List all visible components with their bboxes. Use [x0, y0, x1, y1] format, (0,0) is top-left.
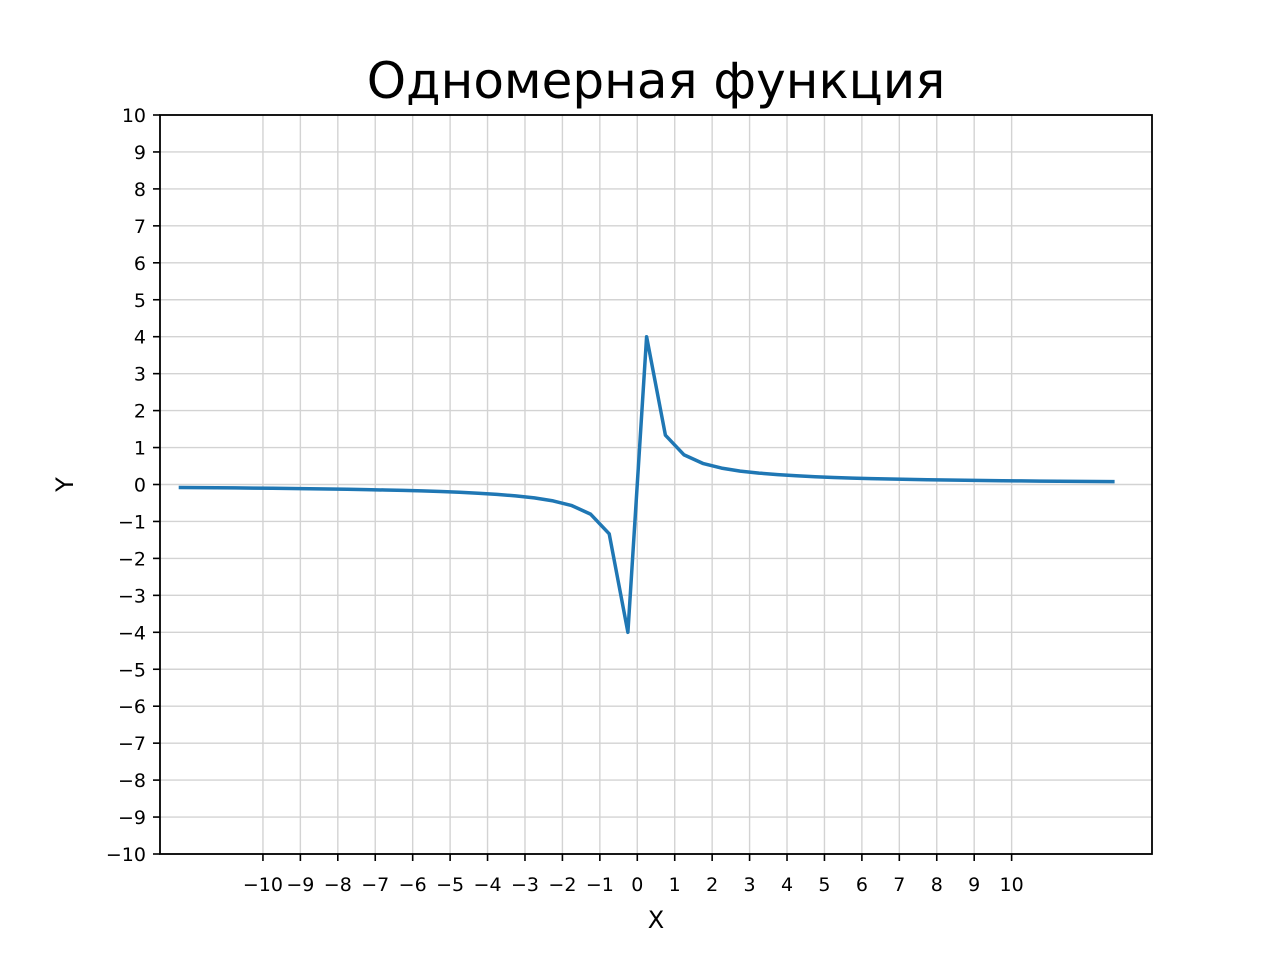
y-tick-label: 0	[134, 475, 146, 497]
x-tick-label: 0	[631, 874, 643, 896]
y-tick-label: −5	[118, 659, 146, 681]
x-tick-label: −5	[436, 874, 464, 896]
y-tick-label: −2	[118, 548, 146, 570]
x-tick-label: 3	[744, 874, 756, 896]
series-layer	[178, 334, 1115, 635]
x-tick-label: −3	[511, 874, 539, 896]
y-axis-label: Y	[51, 477, 79, 493]
y-tick-label: 8	[134, 179, 146, 201]
x-tick-label: 8	[931, 874, 943, 896]
x-tick-label: 10	[1000, 874, 1024, 896]
x-axis-label: X	[648, 906, 664, 934]
y-tick-label: −10	[106, 844, 146, 866]
series-line	[178, 334, 1115, 635]
x-tick-label: −1	[586, 874, 614, 896]
x-tick-label: 1	[669, 874, 681, 896]
y-tick-label: 2	[134, 401, 146, 423]
x-tick-label: 7	[893, 874, 905, 896]
y-tick-label: 1	[134, 438, 146, 460]
x-tick-label: −4	[474, 874, 502, 896]
x-tick-label: −2	[548, 874, 576, 896]
y-tick-label: −3	[118, 585, 146, 607]
x-tick-label: −8	[324, 874, 352, 896]
grid-layer	[160, 114, 1152, 855]
y-tick-label: −6	[118, 696, 146, 718]
y-tick-label: 7	[134, 216, 146, 238]
x-tick-label: 9	[968, 874, 980, 896]
y-tick-label: −7	[118, 733, 146, 755]
y-tick-label: 9	[134, 142, 146, 164]
chart-title: Одномерная функция	[367, 52, 946, 110]
x-tick-label: 2	[706, 874, 718, 896]
y-tick-label: −4	[118, 622, 146, 644]
x-tick-label: −6	[399, 874, 427, 896]
x-tick-label: −7	[361, 874, 389, 896]
x-tick-label: 4	[781, 874, 793, 896]
x-tick-label: −10	[243, 874, 283, 896]
x-tick-label: 5	[818, 874, 830, 896]
y-tick-label: 5	[134, 290, 146, 312]
y-tick-label: 6	[134, 253, 146, 275]
y-tick-label: 3	[134, 364, 146, 386]
x-tick-label: 6	[856, 874, 868, 896]
y-tick-label: −1	[118, 511, 146, 533]
y-tick-label: −8	[118, 770, 146, 792]
y-tick-label: 10	[122, 105, 146, 127]
x-tick-label: −9	[286, 874, 314, 896]
y-tick-label: 4	[134, 327, 146, 349]
y-tick-label: −9	[118, 807, 146, 829]
tick-layer: −10 −9 −8 −7 −6 −5 −4 −3 −2 −1 0 1 2 3 4 5 6 7 8 9 10−10−9−8…	[106, 105, 1024, 896]
